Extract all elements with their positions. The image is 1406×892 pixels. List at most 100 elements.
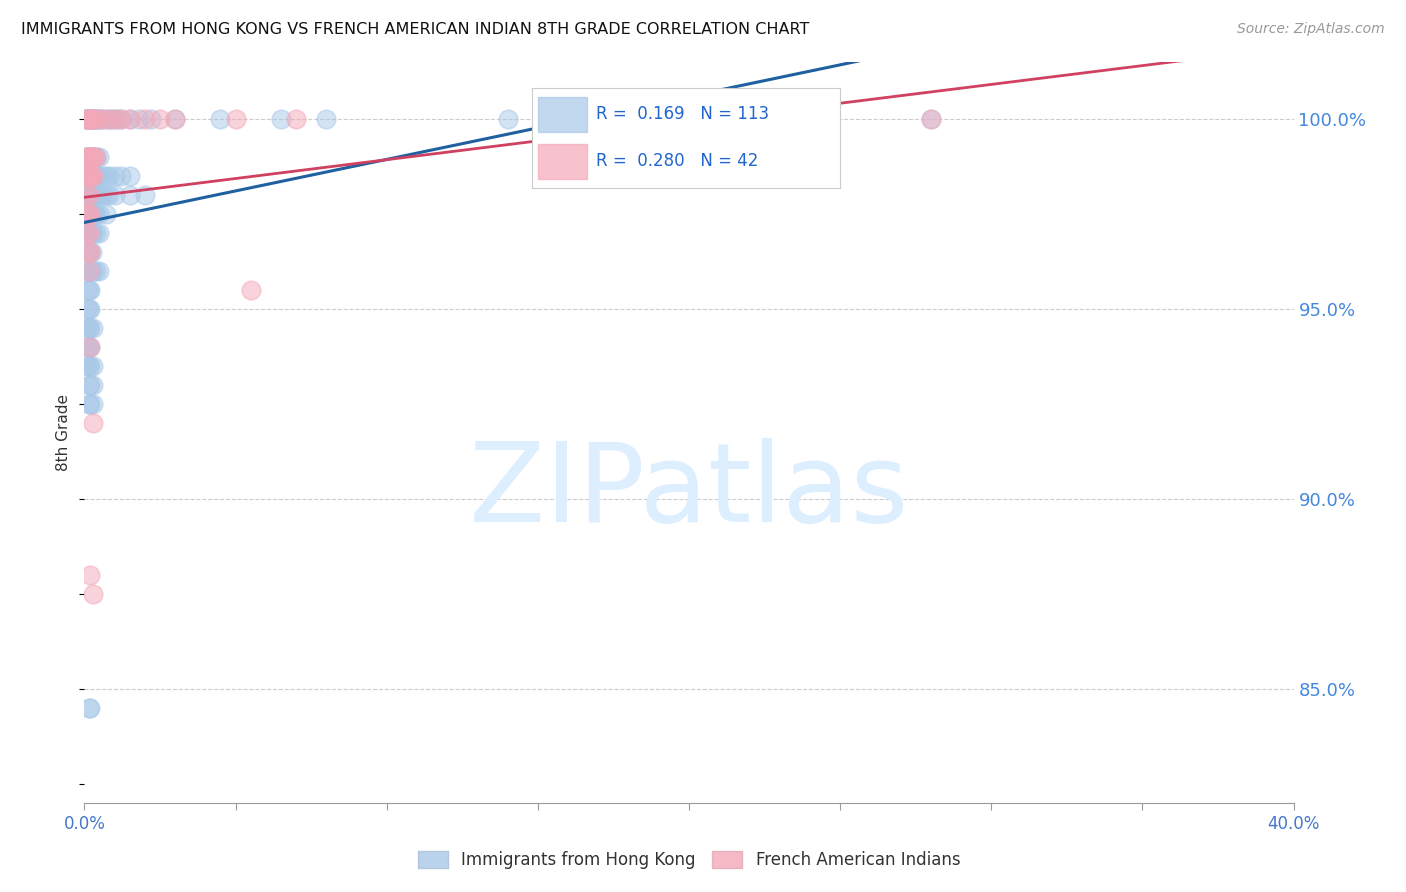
Point xyxy=(94,169,117,184)
Point xyxy=(89,264,111,278)
Point xyxy=(82,169,104,184)
Point xyxy=(104,112,127,127)
Point xyxy=(79,340,101,354)
Point xyxy=(89,169,111,184)
Point xyxy=(86,150,108,164)
Point xyxy=(97,169,120,184)
Point xyxy=(82,188,104,202)
Text: ZIPatlas: ZIPatlas xyxy=(470,438,908,545)
Point xyxy=(118,112,141,127)
Point xyxy=(79,321,101,335)
Legend: Immigrants from Hong Kong, French American Indians: Immigrants from Hong Kong, French Americ… xyxy=(411,845,967,876)
Point xyxy=(77,340,100,354)
Point xyxy=(77,264,100,278)
Point xyxy=(76,264,98,278)
Point xyxy=(86,169,108,184)
Point xyxy=(77,150,100,164)
Point xyxy=(82,264,104,278)
Point xyxy=(139,112,162,127)
Y-axis label: 8th Grade: 8th Grade xyxy=(56,394,72,471)
Point xyxy=(86,150,108,164)
Point xyxy=(80,112,103,127)
Point xyxy=(77,264,100,278)
Point xyxy=(315,112,337,127)
Point xyxy=(128,112,150,127)
Point xyxy=(100,112,122,127)
Point xyxy=(79,207,101,221)
Point xyxy=(110,169,132,184)
Point xyxy=(89,207,111,221)
Point xyxy=(75,112,97,127)
Point xyxy=(94,188,117,202)
Point xyxy=(77,112,100,127)
Point xyxy=(76,321,98,335)
Point xyxy=(76,150,98,164)
Point xyxy=(86,264,108,278)
Point xyxy=(90,112,112,127)
Point xyxy=(77,169,100,184)
Point xyxy=(80,112,103,127)
Point xyxy=(82,207,104,221)
Point xyxy=(79,397,101,411)
Point xyxy=(77,112,100,127)
Point xyxy=(920,112,942,127)
Point xyxy=(91,112,114,127)
Point xyxy=(75,150,97,164)
Point xyxy=(920,112,942,127)
Point xyxy=(79,359,101,374)
Point xyxy=(79,207,101,221)
Point xyxy=(76,112,98,127)
Point xyxy=(77,207,100,221)
Point xyxy=(82,112,104,127)
Point xyxy=(77,359,100,374)
Point xyxy=(80,169,103,184)
Point xyxy=(84,150,107,164)
Point xyxy=(79,568,101,582)
Point xyxy=(79,302,101,317)
Point xyxy=(80,150,103,164)
Point xyxy=(77,227,100,241)
Point xyxy=(75,188,97,202)
Point xyxy=(84,112,107,127)
Point xyxy=(80,112,103,127)
Point xyxy=(77,701,100,715)
Text: Source: ZipAtlas.com: Source: ZipAtlas.com xyxy=(1237,22,1385,37)
Point xyxy=(77,321,100,335)
Point xyxy=(86,227,108,241)
Point xyxy=(76,359,98,374)
Point xyxy=(91,188,114,202)
Point xyxy=(86,112,108,127)
Point xyxy=(496,112,519,127)
Point xyxy=(118,112,141,127)
Point xyxy=(79,245,101,260)
Point xyxy=(80,188,103,202)
Point xyxy=(80,150,103,164)
Point xyxy=(79,150,101,164)
Point xyxy=(134,188,156,202)
Point xyxy=(77,112,100,127)
Point xyxy=(270,112,292,127)
Point xyxy=(76,169,98,184)
Point xyxy=(285,112,308,127)
Point xyxy=(110,112,132,127)
Point xyxy=(87,112,110,127)
Point xyxy=(76,112,98,127)
Point xyxy=(82,169,104,184)
Point xyxy=(82,112,104,127)
Point xyxy=(89,188,111,202)
Point xyxy=(104,112,127,127)
Point xyxy=(82,321,104,335)
Point xyxy=(75,150,97,164)
Point xyxy=(76,340,98,354)
Point xyxy=(84,112,107,127)
Point xyxy=(76,150,98,164)
Point xyxy=(769,112,792,127)
Point xyxy=(80,207,103,221)
Point xyxy=(86,112,108,127)
Point xyxy=(76,283,98,297)
Point xyxy=(76,207,98,221)
Point xyxy=(94,112,117,127)
Point xyxy=(75,207,97,221)
Point xyxy=(79,245,101,260)
Point xyxy=(77,245,100,260)
